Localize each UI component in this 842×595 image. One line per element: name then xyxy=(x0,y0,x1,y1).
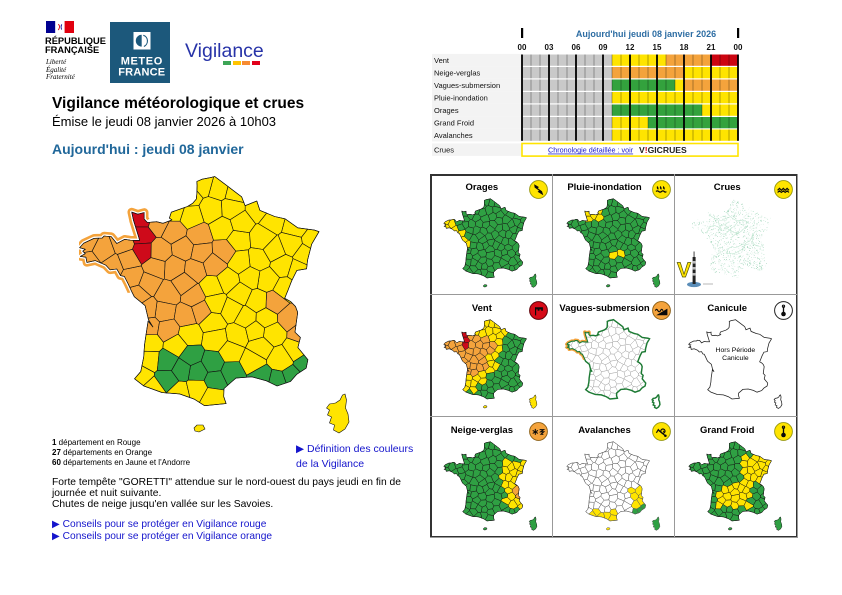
svg-text:12: 12 xyxy=(626,43,635,52)
svg-text:00: 00 xyxy=(734,43,743,52)
svg-text:Chronologie détaillée : voir: Chronologie détaillée : voir xyxy=(548,146,634,155)
svg-text:Orages: Orages xyxy=(434,106,459,115)
svg-text:METEO: METEO xyxy=(121,55,163,67)
svg-text:06: 06 xyxy=(572,43,581,52)
svg-text:Aujourd'hui jeudi 08 janvier 2: Aujourd'hui jeudi 08 janvier 2026 xyxy=(576,29,716,39)
svg-text:Avalanches: Avalanches xyxy=(434,131,473,140)
svg-text:21: 21 xyxy=(707,43,716,52)
svg-text:15: 15 xyxy=(653,43,662,52)
svg-text:Crues: Crues xyxy=(434,145,454,154)
svg-text:V: V xyxy=(677,259,691,282)
svg-text:09: 09 xyxy=(599,43,608,52)
svg-text:00: 00 xyxy=(518,43,527,52)
svg-text:V!GICRUES: V!GICRUES xyxy=(639,145,687,155)
svg-text:Neige-verglas: Neige-verglas xyxy=(434,68,481,77)
svg-text:Grand Froid: Grand Froid xyxy=(434,118,474,127)
svg-text:FRANCE: FRANCE xyxy=(118,66,165,78)
svg-text:Pluie-inondation: Pluie-inondation xyxy=(434,93,488,102)
svg-text:18: 18 xyxy=(680,43,689,52)
svg-text:03: 03 xyxy=(545,43,554,52)
svg-text:Vagues-submersion: Vagues-submersion xyxy=(434,81,500,90)
svg-text:Vent: Vent xyxy=(434,56,450,65)
